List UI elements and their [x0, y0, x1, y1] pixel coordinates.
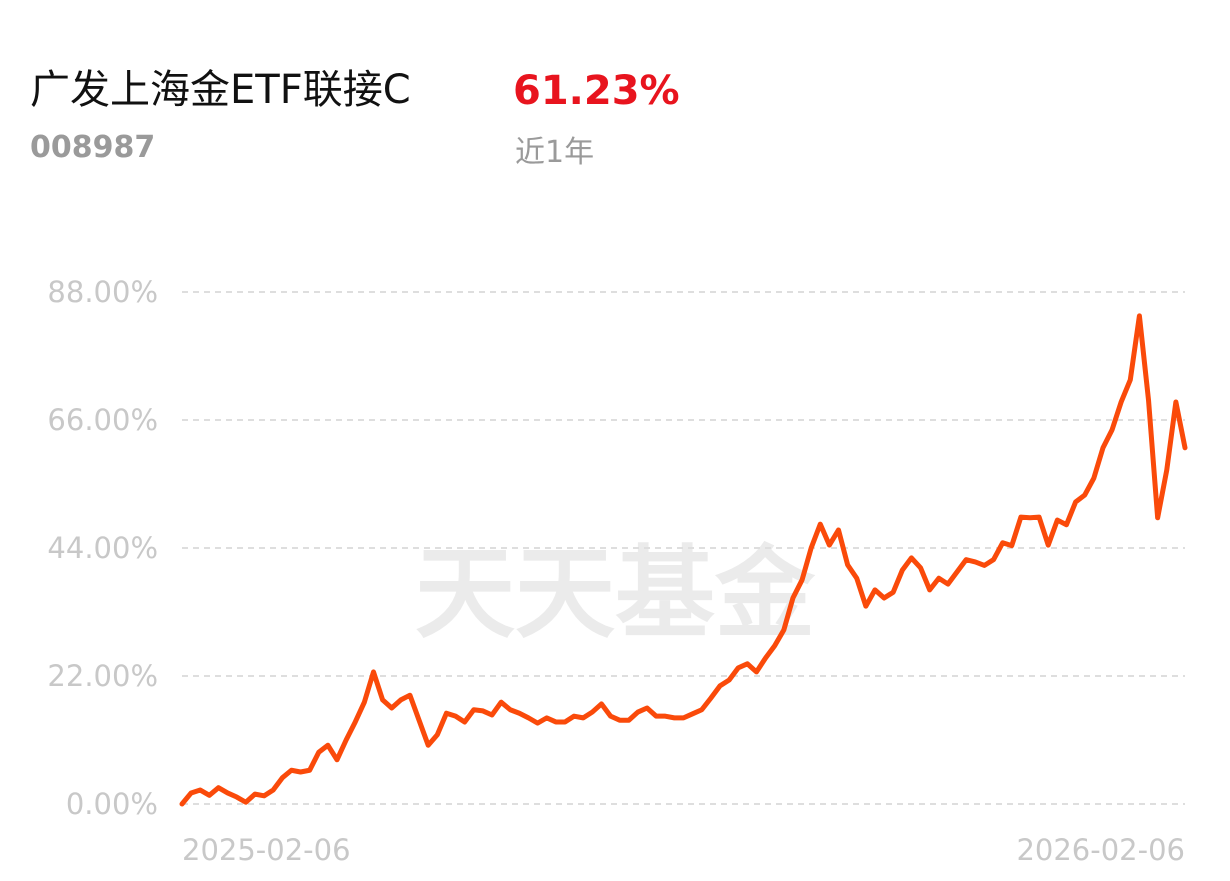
period-label: 近1年	[515, 135, 594, 170]
y-tick-label: 44.00%	[47, 531, 158, 565]
y-tick-label: 0.00%	[66, 787, 158, 821]
y-tick-label: 66.00%	[47, 403, 158, 437]
fund-return: 61.23%	[513, 68, 680, 114]
y-tick-label: 22.00%	[47, 659, 158, 693]
fund-title: 广发上海金ETF联接C	[30, 67, 411, 113]
y-tick-label: 88.00%	[47, 275, 158, 309]
return-line	[179, 313, 1188, 807]
x-tick-label: 2026-02-06	[1016, 833, 1185, 867]
watermark: 天天基金	[415, 534, 816, 652]
fund-code: 008987	[30, 130, 155, 165]
x-tick-label: 2025-02-06	[182, 833, 351, 867]
